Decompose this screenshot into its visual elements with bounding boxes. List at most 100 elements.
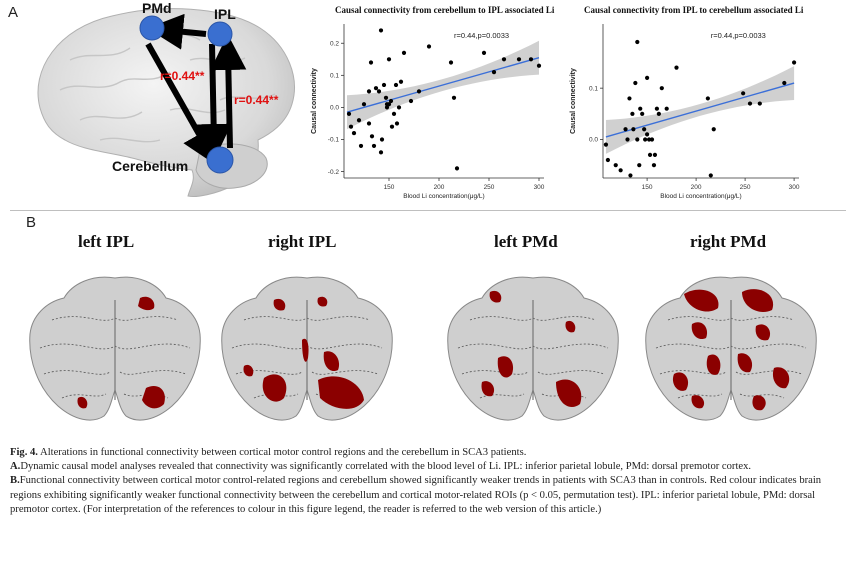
caption-b-label: B. xyxy=(10,475,20,487)
data-point xyxy=(635,137,640,142)
data-point xyxy=(613,163,618,168)
data-point xyxy=(631,127,636,132)
flatmap-base xyxy=(645,276,817,421)
data-point xyxy=(481,50,487,55)
x-axis-label: Blood Li concentration(μg/L) xyxy=(660,193,741,200)
data-point xyxy=(647,152,653,157)
data-point xyxy=(378,150,384,155)
flatmap-left-pmd xyxy=(447,276,619,421)
data-point xyxy=(398,79,404,84)
data-point xyxy=(381,82,387,88)
data-point xyxy=(376,89,382,94)
flatmap-right-ipl xyxy=(221,276,393,421)
flatmap-title-right-ipl: right IPL xyxy=(268,232,337,251)
flatmap-title-left-ipl: left IPL xyxy=(78,232,135,251)
data-point xyxy=(643,137,648,142)
data-point xyxy=(627,96,632,101)
flatmap-highlights xyxy=(481,290,582,408)
pmd-node xyxy=(139,15,165,41)
x-axis-label: Blood Li concentration(μg/L) xyxy=(403,193,484,200)
caption-a-label: A. xyxy=(10,461,21,473)
panel-divider xyxy=(10,210,846,211)
data-point xyxy=(603,142,609,147)
data-point xyxy=(757,101,762,106)
panel-a-letter: A xyxy=(8,4,19,21)
edge-label-ipl: r=0.44** xyxy=(234,93,279,107)
data-point xyxy=(448,60,454,65)
data-point xyxy=(654,106,659,111)
data-point xyxy=(394,121,400,126)
x-tick-label: 200 xyxy=(434,184,445,191)
correlation-annotation: r=0.44,p=0.0033 xyxy=(454,31,509,40)
data-point xyxy=(391,111,397,116)
dcm-diagram: PMd IPL Cerebellum r=0.44** r=0.44** xyxy=(37,0,295,197)
correlation-annotation: r=0.44,p=0.0033 xyxy=(711,31,766,40)
scatter2-title: Causal connectivity from IPL to cerebell… xyxy=(584,5,804,15)
data-point xyxy=(711,127,716,132)
data-point xyxy=(346,111,352,116)
caption-b-text: Functional connectivity between cortical… xyxy=(10,475,822,515)
trend-line xyxy=(346,57,540,113)
x-tick-label: 250 xyxy=(484,184,495,191)
data-point xyxy=(361,102,367,107)
ipl-label: IPL xyxy=(214,6,236,22)
data-point xyxy=(664,106,669,111)
y-tick-label: -0.2 xyxy=(328,169,340,176)
data-point xyxy=(625,137,630,142)
y-tick-label: -0.1 xyxy=(328,137,340,144)
caption-a-line: A.Dynamic causal model analyses revealed… xyxy=(10,460,852,474)
data-point xyxy=(408,98,414,104)
y-tick-label: 0.1 xyxy=(330,73,339,80)
edge-label-pmd: r=0.44** xyxy=(160,69,205,83)
x-tick-label: 150 xyxy=(384,184,395,191)
data-point xyxy=(386,57,392,62)
data-point xyxy=(379,137,385,142)
flatmap-left-ipl xyxy=(29,276,201,421)
data-point xyxy=(371,143,377,149)
data-point xyxy=(630,111,635,116)
data-point xyxy=(378,28,384,33)
pmd-label: PMd xyxy=(142,0,172,16)
scatter2-chart: 150 200 250 300 0.0 0.1 r=0.44,p=0.0033 Blood L… xyxy=(570,24,800,200)
panel-b-letter: B xyxy=(26,214,37,231)
data-point xyxy=(645,75,650,80)
data-point xyxy=(384,105,390,110)
data-point xyxy=(356,118,362,123)
y-tick-label: 0.2 xyxy=(330,40,339,47)
caption-title-line: Fig. 4. Alterations in functional connec… xyxy=(10,446,852,460)
trend-line xyxy=(605,82,795,138)
x-tick-label: 300 xyxy=(534,184,545,191)
arrow-ipl-to-cerebellum xyxy=(195,43,232,160)
x-tick-label: 300 xyxy=(789,184,800,191)
flatmap-highlights xyxy=(77,296,165,409)
data-point xyxy=(674,65,679,70)
data-point xyxy=(491,70,497,75)
data-point xyxy=(383,95,389,100)
data-point xyxy=(536,63,542,68)
data-point xyxy=(358,143,364,149)
ipl-node xyxy=(207,21,233,47)
arrow-cerebellum-to-ipl xyxy=(210,34,247,149)
flatmap-title-left-pmd: left PMd xyxy=(494,232,558,251)
data-point xyxy=(386,102,392,107)
cerebellum-node xyxy=(206,146,234,174)
flatmap-base xyxy=(447,276,619,421)
data-point xyxy=(605,157,610,163)
data-point xyxy=(426,44,432,49)
data-point xyxy=(623,127,628,132)
data-point xyxy=(366,89,372,94)
data-point xyxy=(351,130,357,136)
data-point xyxy=(393,82,399,88)
data-point xyxy=(782,80,787,86)
caption-fig-label: Fig. 4. xyxy=(10,447,38,458)
data-point xyxy=(516,57,522,62)
caption-b-line: B.Functional connectivity between cortic… xyxy=(10,474,852,517)
flatmap-highlights xyxy=(243,296,364,409)
data-point xyxy=(369,134,375,139)
x-tick-label: 250 xyxy=(740,184,751,191)
data-point xyxy=(454,166,460,171)
data-point xyxy=(635,39,640,45)
flatmap-title-right-pmd: right PMd xyxy=(690,232,767,251)
data-point xyxy=(708,173,713,178)
data-point xyxy=(656,111,661,116)
